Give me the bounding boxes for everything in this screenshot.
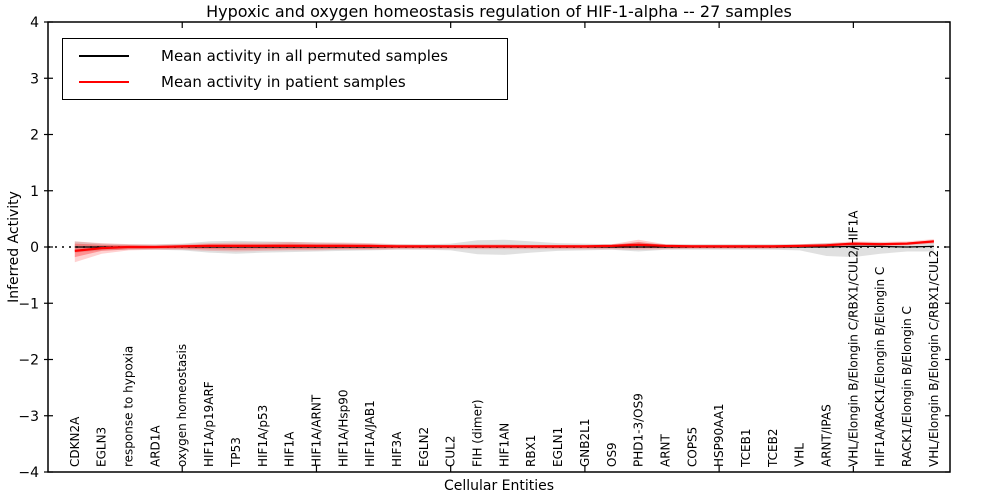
y-tick-label: −4 [18,465,39,481]
x-tick-label: HIF1AN [497,423,511,467]
x-tick-label: FIH (dimer) [471,399,485,467]
legend-item-permuted: Mean activity in all permuted samples [63,47,507,65]
patient-line-swatch [79,81,129,83]
x-tick-label: RBX1 [524,435,538,467]
chart-title: Hypoxic and oxygen homeostasis regulatio… [206,2,792,21]
x-tick-label: PHD1-3/OS9 [632,393,646,467]
y-tick-label: −2 [18,353,39,369]
y-axis-label: Inferred Activity [6,191,22,303]
x-tick-label: VHL [793,443,807,467]
x-tick-label: EGLN1 [551,427,565,467]
y-tick-label: −1 [18,296,39,312]
x-tick-label: RACK1/Elongin B/Elongin C [900,306,914,467]
x-tick-label: HIF3A [390,431,404,467]
x-tick-label: HIF1A [283,431,297,467]
x-tick-label: HIF1A/p53 [256,405,270,467]
y-tick-label: 4 [30,15,39,31]
x-tick-label: GNB2L1 [578,419,592,467]
x-tick-label: HIF1A/ARNT [310,394,324,467]
x-tick-label: HIF1A/JAB1 [363,400,377,467]
x-tick-label: HIF1A/p19ARF [202,381,216,467]
x-tick-label: TCEB2 [766,429,780,468]
x-tick-label: response to hypoxia [122,346,136,467]
y-tick-label: 2 [30,128,39,144]
x-tick-label: CUL2 [444,436,458,467]
y-tick-label: 0 [30,240,39,256]
x-tick-label: ARNT/IPAS [820,404,834,467]
patient-mean-line [74,240,934,252]
x-tick-label: EGLN2 [417,427,431,467]
x-tick-label: oxygen homeostasis [175,344,189,467]
legend-item-patient: Mean activity in patient samples [63,73,507,91]
legend: Mean activity in all permuted samples Me… [62,38,508,100]
x-tick-label: VHL/Elongin B/Elongin C/RBX1/CUL2/HIF1A [846,210,860,467]
x-tick-label: COPS5 [685,427,699,467]
y-tick-label: −3 [18,409,39,425]
x-tick-label: CDKN2A [68,416,82,467]
y-tick-label: 3 [30,71,39,87]
x-tick-label: HIF1A/RACK1/Elongin B/Elongin C [873,267,887,467]
legend-label: Mean activity in all permuted samples [161,47,448,65]
legend-label: Mean activity in patient samples [161,73,406,91]
x-tick-label: HIF1A/Hsp90 [336,389,350,467]
x-tick-label: ARNT [658,433,672,467]
x-axis-label: Cellular Entities [443,478,555,494]
patient-samples-range-inner-band [74,240,934,258]
x-tick-label: ARD1A [148,425,162,467]
permuted-line-swatch [79,55,129,57]
x-tick-label: EGLN3 [95,427,109,467]
x-tick-label: OS9 [605,442,619,467]
y-tick-label: 1 [30,184,39,200]
x-tick-label: VHL/Elongin B/Elongin C/RBX1/CUL2 [927,250,941,467]
x-tick-label: HSP90AA1 [712,403,726,467]
permuted-samples-range-band [74,239,934,258]
x-tick-label: TP53 [229,437,243,468]
x-tick-label: TCEB1 [739,429,753,468]
